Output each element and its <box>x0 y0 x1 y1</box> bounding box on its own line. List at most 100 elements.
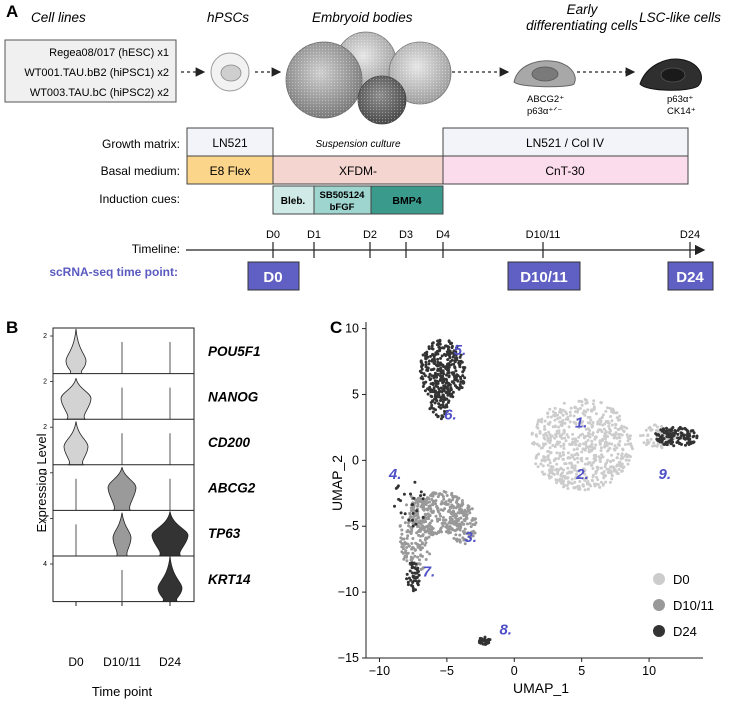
cluster-label: 9. <box>659 466 672 483</box>
umap-point <box>657 433 661 437</box>
umap-point <box>627 436 631 440</box>
umap-point <box>548 469 552 473</box>
growth-ln521-col-box <box>442 127 689 157</box>
row-label-cues: Induction cues: <box>99 192 180 206</box>
umap-point <box>618 426 622 430</box>
umap-point <box>589 484 593 488</box>
umap-point <box>409 494 413 498</box>
umap-point <box>571 437 575 441</box>
umap-point <box>575 439 579 443</box>
umap-point <box>590 442 594 446</box>
umap-point <box>543 425 547 428</box>
umap-point <box>573 464 577 468</box>
umap-point <box>431 383 435 387</box>
umap-point <box>447 528 451 532</box>
umap-point <box>453 366 457 370</box>
umap-point <box>611 458 615 462</box>
umap-point <box>454 369 458 373</box>
umap-point <box>413 548 417 552</box>
umap-point <box>608 480 612 484</box>
umap-point <box>656 425 659 429</box>
umap-point <box>411 551 415 555</box>
umap-point <box>534 455 538 459</box>
umap-point <box>457 360 461 363</box>
umap-point <box>575 452 579 455</box>
umap-point <box>425 507 428 511</box>
umap-point <box>618 414 621 418</box>
umap-point <box>559 411 563 415</box>
umap-point <box>563 436 567 440</box>
umap-point <box>622 425 626 429</box>
umap-point <box>667 432 671 435</box>
umap-point <box>612 435 616 439</box>
umap-point <box>590 439 594 443</box>
umap-point <box>596 466 600 470</box>
umap-point <box>560 423 564 427</box>
umap-point <box>691 435 695 439</box>
umap-point <box>458 365 462 369</box>
umap-ytick: 5 <box>352 387 359 401</box>
umap-point <box>639 434 642 438</box>
umap-point <box>428 552 432 556</box>
umap-point <box>446 386 449 390</box>
umap-point <box>648 426 652 430</box>
umap-point <box>422 372 426 376</box>
umap-point <box>452 349 456 353</box>
umap-point <box>407 521 410 525</box>
umap-point <box>591 433 595 437</box>
umap-point <box>451 395 455 399</box>
umap-point <box>590 409 594 413</box>
umap-point <box>458 533 462 537</box>
umap-point <box>547 473 551 477</box>
timeline-d4: D4 <box>436 229 450 241</box>
umap-point <box>466 506 470 510</box>
umap-point <box>550 469 554 473</box>
umap-point <box>538 418 542 422</box>
umap-point <box>653 444 657 448</box>
umap-point <box>470 507 474 511</box>
umap-point <box>448 525 452 529</box>
umap-point <box>670 427 674 431</box>
umap-point <box>451 509 455 513</box>
umap-point <box>594 470 598 474</box>
umap-point <box>607 471 611 475</box>
umap-point <box>627 442 630 446</box>
umap-point <box>582 477 586 481</box>
violin-xtick-d0: D0 <box>68 655 84 669</box>
umap-point <box>416 512 420 516</box>
umap-point <box>567 425 571 429</box>
umap-point <box>439 417 443 421</box>
violin-shape <box>65 328 87 374</box>
umap-point <box>411 545 415 549</box>
umap-point <box>445 503 449 506</box>
umap-point <box>566 417 570 421</box>
umap-point <box>600 453 604 457</box>
umap-point <box>548 433 552 437</box>
umap-point <box>410 571 414 575</box>
umap-point <box>603 465 607 469</box>
umap-point <box>593 435 597 439</box>
umap-point <box>413 554 417 558</box>
umap-point <box>599 480 603 484</box>
umap-point <box>553 445 557 449</box>
growth-suspension-label: Suspension culture <box>315 139 400 150</box>
umap-point <box>652 441 656 445</box>
umap-point <box>458 506 462 510</box>
umap-point <box>597 428 601 432</box>
umap-point <box>647 440 651 444</box>
cluster-label: 1. <box>575 414 588 431</box>
umap-point <box>427 359 431 363</box>
umap-xtick: 0 <box>511 664 518 678</box>
umap-point <box>438 395 442 399</box>
umap-point <box>554 435 558 438</box>
umap-point <box>561 457 565 461</box>
umap-point <box>438 374 442 378</box>
umap-point <box>581 411 585 415</box>
header-lsc-like: LSC-like cells <box>639 10 721 25</box>
umap-point <box>617 418 621 422</box>
umap-point <box>599 456 603 460</box>
umap-point <box>433 359 437 363</box>
umap-point <box>551 443 555 447</box>
umap-point <box>411 512 415 515</box>
umap-point <box>455 514 459 518</box>
